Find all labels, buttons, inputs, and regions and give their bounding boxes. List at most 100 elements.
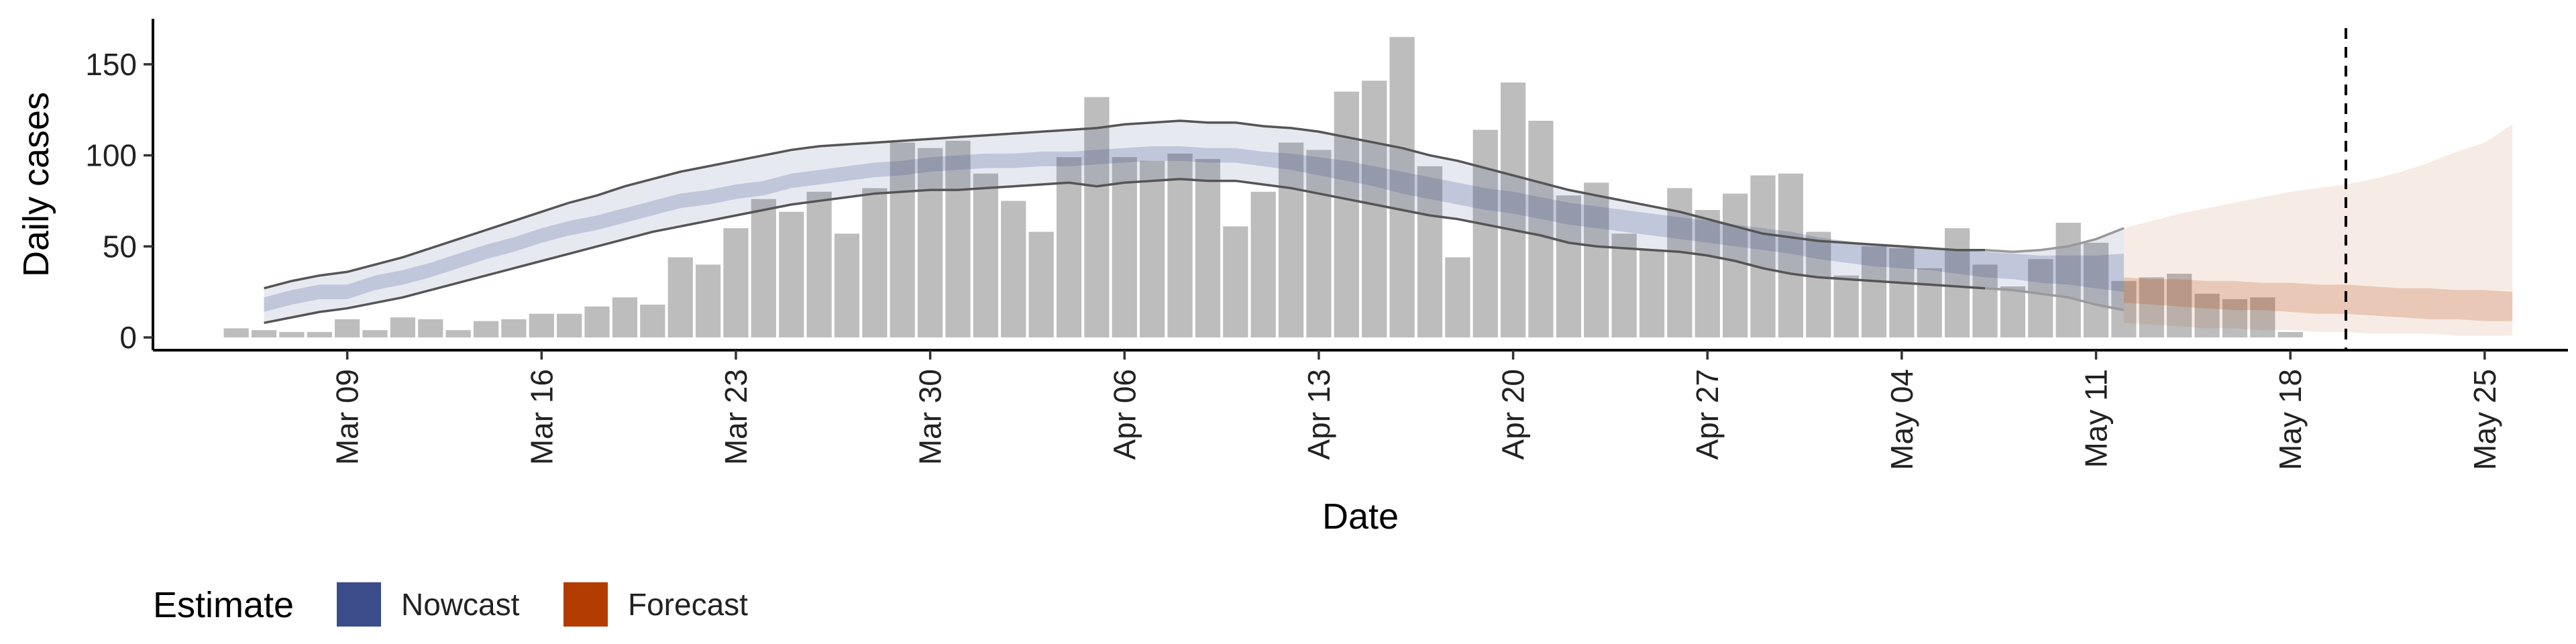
bar [1889, 248, 1915, 337]
x-axis-title: Date [1322, 496, 1399, 537]
bar [390, 317, 416, 337]
x-tick-label: Mar 16 [524, 369, 559, 465]
bar [557, 313, 582, 337]
bar [834, 233, 860, 337]
y-tick-label: 150 [85, 47, 137, 82]
bar [1639, 250, 1665, 337]
bar [2083, 242, 2109, 337]
legend-title: Estimate [153, 585, 294, 625]
bar [945, 140, 971, 337]
bar [1806, 231, 1831, 337]
bar [1528, 121, 1554, 337]
band-outer-nowcast [264, 121, 2124, 323]
bar [2167, 274, 2192, 337]
legend-key-forecast [564, 582, 608, 627]
x-tick-label: Apr 20 [1496, 369, 1531, 460]
bar [335, 319, 360, 337]
bar [223, 328, 249, 337]
bar [1140, 160, 1165, 337]
bar [2028, 259, 2053, 337]
bar [1278, 142, 1304, 338]
bar [279, 331, 305, 337]
x-tick-label: May 11 [2079, 369, 2114, 468]
bar [1223, 226, 1248, 337]
bar [2055, 223, 2081, 337]
bar [779, 211, 804, 337]
bar [2277, 331, 2303, 337]
bar [612, 297, 638, 337]
bar [473, 321, 499, 337]
bar [529, 313, 554, 337]
bar [307, 331, 332, 337]
bar [1001, 201, 1026, 337]
bar [1861, 246, 1887, 337]
x-tick-label: May 18 [2273, 369, 2308, 470]
bar [640, 305, 665, 337]
y-tick-label: 0 [119, 320, 137, 355]
bar [1084, 97, 1110, 337]
bar [2139, 277, 2164, 337]
bands-layer [264, 121, 2513, 336]
x-tick-label: Mar 30 [913, 369, 948, 465]
legend-label-nowcast: Nowcast [401, 587, 520, 622]
bar [1695, 210, 1720, 337]
bar [1056, 157, 1082, 338]
bar [1028, 231, 1054, 337]
bar [1112, 157, 1137, 338]
bar [2000, 286, 2026, 337]
x-tick-label: Apr 06 [1107, 369, 1142, 460]
bar [862, 188, 888, 337]
x-tick-label: Apr 27 [1690, 369, 1725, 460]
y-tick-label: 50 [103, 229, 137, 264]
bar [362, 330, 388, 337]
legend: Estimate Nowcast Forecast [153, 582, 748, 627]
bar [973, 173, 998, 337]
bar [1195, 159, 1221, 337]
bar [2250, 297, 2275, 337]
bar [1167, 153, 1193, 337]
line-outer-upper-nowcast [264, 119, 1986, 290]
bar [1833, 275, 1859, 337]
x-tick-label: May 25 [2467, 369, 2502, 470]
bar [1945, 228, 1970, 337]
bar [1917, 268, 1942, 337]
band-inner-nowcast [264, 146, 2124, 312]
bar [1417, 166, 1443, 337]
bar [1445, 257, 1470, 337]
bar [418, 319, 443, 337]
bar [2194, 293, 2220, 337]
bar [806, 191, 832, 337]
line-outer-lower-recent-nowcast [1984, 286, 2125, 312]
bar [1723, 193, 1748, 337]
bar [1389, 37, 1415, 338]
bar [890, 142, 915, 338]
bar [584, 306, 610, 337]
bar [667, 257, 693, 337]
bar [501, 319, 527, 337]
bar [1778, 173, 1803, 337]
bar [1472, 129, 1498, 338]
line-outer-upper-recent-nowcast [1984, 227, 2125, 254]
legend-label-forecast: Forecast [628, 587, 748, 622]
bar [1750, 175, 1776, 337]
bar [1584, 182, 1609, 337]
band-outer-forecast [2123, 124, 2513, 336]
lines-layer [264, 119, 2125, 325]
x-tick-label: May 04 [1884, 369, 1919, 470]
bar [751, 199, 776, 337]
x-tick-label: Mar 23 [718, 369, 753, 465]
axes-layer: 0 50 100 150 Mar 09 Mar 16 Mar 23 Mar 30 Apr 06… [85, 19, 2568, 470]
bar [1362, 80, 1387, 338]
bar [251, 330, 277, 337]
bar [1972, 264, 1998, 337]
x-ticks: Mar 09 Mar 16 Mar 23 Mar 30 Apr 06 Apr 13 Apr … [330, 350, 2502, 470]
bar [1611, 233, 1637, 337]
bar [1556, 195, 1581, 337]
bar [918, 148, 943, 337]
legend-key-nowcast [337, 582, 381, 627]
bar [1500, 83, 1526, 337]
bar [445, 330, 471, 337]
bar [1334, 91, 1359, 338]
